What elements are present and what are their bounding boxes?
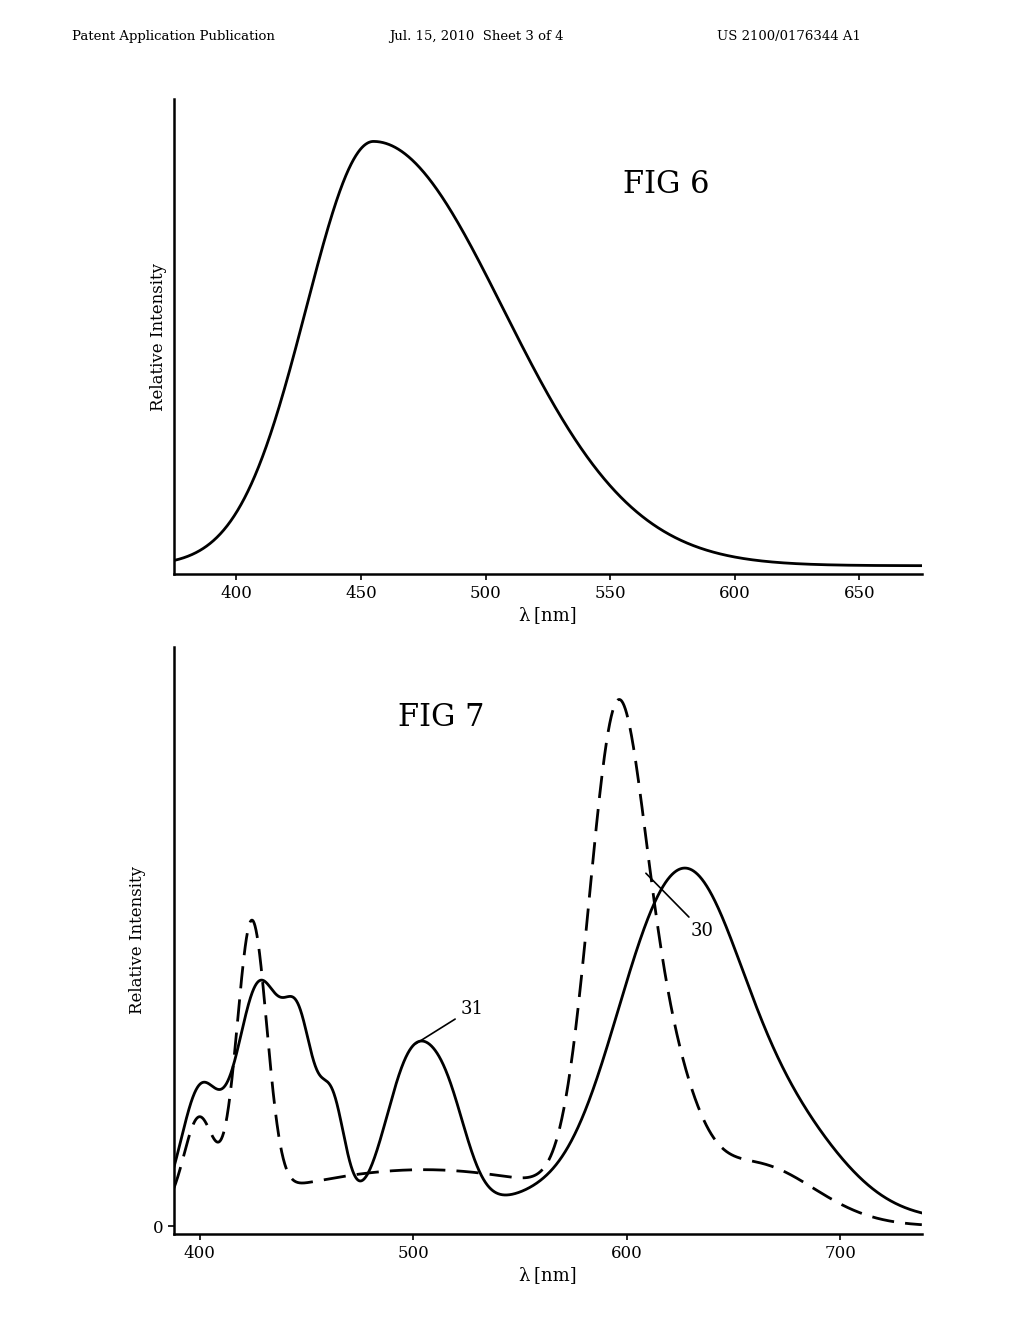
Text: 30: 30 [646, 874, 714, 940]
Y-axis label: Relative Intensity: Relative Intensity [151, 263, 167, 411]
Text: FIG 7: FIG 7 [398, 702, 484, 733]
X-axis label: λ [nm]: λ [nm] [519, 606, 577, 624]
Text: FIG 6: FIG 6 [623, 169, 709, 201]
Text: 31: 31 [416, 999, 483, 1044]
Text: Patent Application Publication: Patent Application Publication [72, 30, 274, 44]
Y-axis label: Relative Intensity: Relative Intensity [129, 866, 146, 1015]
X-axis label: λ [nm]: λ [nm] [519, 1266, 577, 1284]
Text: Jul. 15, 2010  Sheet 3 of 4: Jul. 15, 2010 Sheet 3 of 4 [389, 30, 563, 44]
Text: US 2100/0176344 A1: US 2100/0176344 A1 [717, 30, 861, 44]
